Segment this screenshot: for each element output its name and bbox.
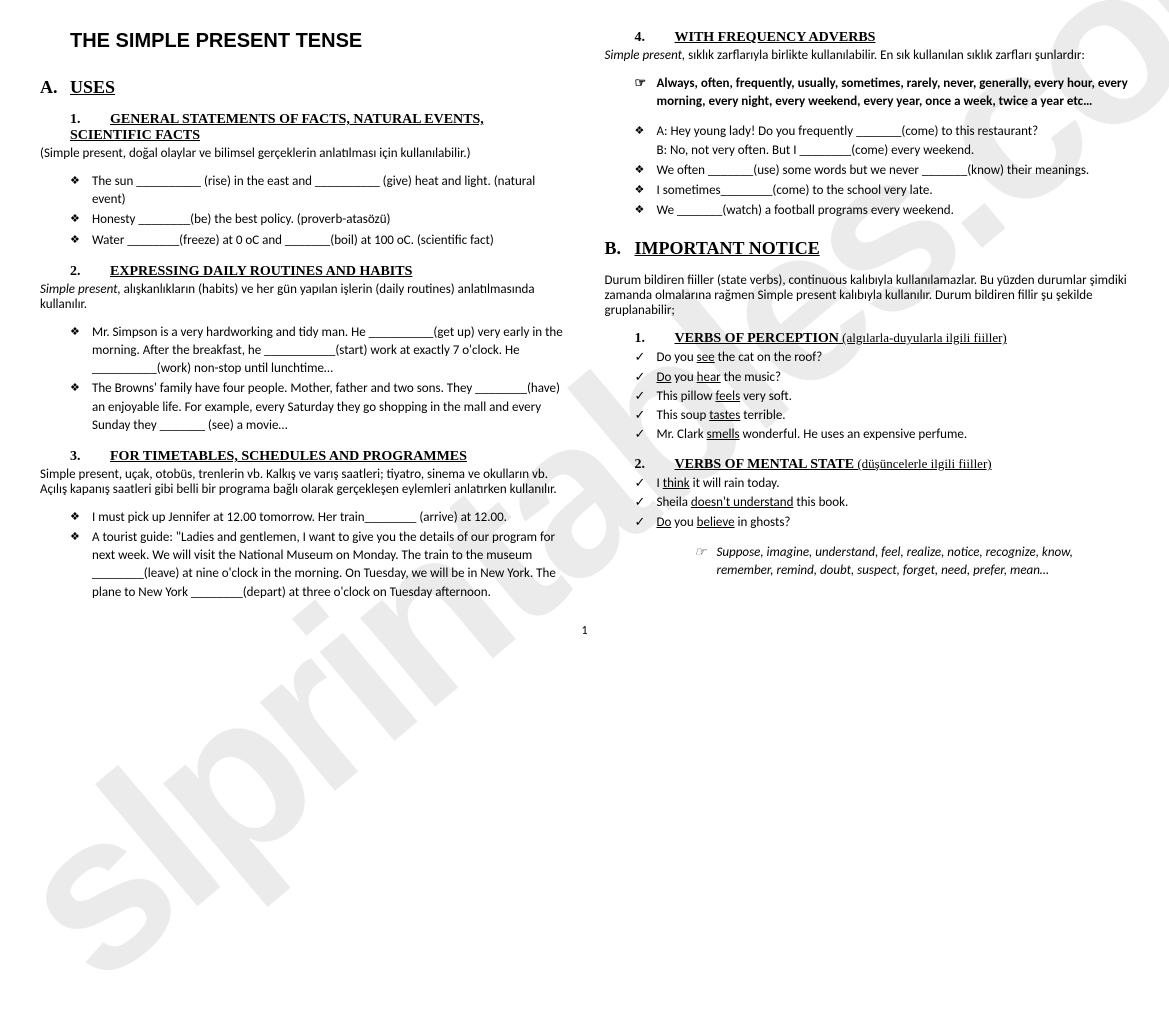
sub1-heading: 1.GENERAL STATEMENTS OF FACTS, NATURAL E… <box>70 112 565 144</box>
list-item: We _______(watch) a football programs ev… <box>635 202 1130 220</box>
txt: Sheila <box>657 495 691 510</box>
txt: the cat on the roof? <box>715 350 823 365</box>
list-item: Honesty ________(be) the best policy. (p… <box>70 211 565 229</box>
b-sub1-text: VERBS OF PERCEPTION <box>675 331 839 346</box>
section-b-heading: B.IMPORTANT NOTICE <box>605 238 1130 259</box>
txt: wonderful. He uses an expensive perfume. <box>740 427 968 442</box>
sub4-note: Simple present, sıklık zarflarıyla birli… <box>605 48 1130 63</box>
sub4-num: 4. <box>635 30 675 46</box>
sub3-text: FOR TIMETABLES, SCHEDULES AND PROGRAMMES <box>110 449 467 464</box>
sub3-bullets: I must pick up Jennifer at 12.00 tomorro… <box>70 509 565 602</box>
list-item: Do you believe in ghosts? <box>635 514 1130 532</box>
sub3-note: Simple present, uçak, otobüs, trenlerin … <box>40 467 565 497</box>
list-item: Do you hear the music? <box>635 369 1130 387</box>
underlined-verb: believe <box>697 515 735 530</box>
sub2-num: 2. <box>70 264 110 280</box>
list-item: Water ________(freeze) at 0 oC and _____… <box>70 232 565 250</box>
sub1-num: 1. <box>70 112 110 128</box>
sub2-text: EXPRESSING DAILY ROUTINES AND HABITS <box>110 264 412 279</box>
right-column: 4.WITH FREQUENCY ADVERBS Simple present,… <box>605 30 1130 616</box>
sub4-text: WITH FREQUENCY ADVERBS <box>675 30 876 45</box>
txt: Mr. Clark <box>657 427 707 442</box>
sub1-text: GENERAL STATEMENTS OF FACTS, NATURAL EVE… <box>70 112 484 143</box>
section-b-text: IMPORTANT NOTICE <box>635 238 820 258</box>
underlined-verb: see <box>697 350 715 365</box>
sub4-heading: 4.WITH FREQUENCY ADVERBS <box>635 30 1130 46</box>
dialogue-b: B: No, not very often. But I ________(co… <box>657 143 975 158</box>
sub1-bullets: The sun __________ (rise) in the east an… <box>70 173 565 250</box>
section-b-letter: B. <box>605 238 635 259</box>
underlined-verb: think <box>663 476 690 491</box>
two-column-layout: THE SIMPLE PRESENT TENSE A.USES 1.GENERA… <box>40 30 1129 616</box>
underlined-verb: feels <box>716 389 741 404</box>
txt: Do you <box>657 350 697 365</box>
txt: in ghosts? <box>735 515 791 530</box>
document-title: THE SIMPLE PRESENT TENSE <box>70 30 565 53</box>
b-sub1-paren: (algılarla-duyularla ilgili fiiller) <box>839 330 1007 345</box>
list-item: I must pick up Jennifer at 12.00 tomorro… <box>70 509 565 527</box>
sub2-note: Simple present, alışkanlıkların (habits)… <box>40 282 565 312</box>
underlined-verb: doesn't understand <box>691 495 794 510</box>
b-sub2-text: VERBS OF MENTAL STATE <box>675 457 855 472</box>
sub4-note-rest: sıklık zarflarıyla birlikte kullanılabil… <box>685 48 1085 63</box>
sub2-heading: 2.EXPRESSING DAILY ROUTINES AND HABITS <box>70 264 565 280</box>
list-item: Do you see the cat on the roof? <box>635 349 1130 367</box>
underlined-verb: smells <box>707 427 740 442</box>
sub3-num: 3. <box>70 449 110 465</box>
list-item: I think it will rain today. <box>635 475 1130 493</box>
section-a-heading: A.USES <box>40 77 565 98</box>
list-item: I sometimes________(come) to the school … <box>635 182 1130 200</box>
dialogue-a: A: Hey young lady! Do you frequently ___… <box>657 124 1039 139</box>
b-sub1-num: 1. <box>635 331 675 347</box>
txt: terrible. <box>740 408 785 423</box>
mental-state-verbs-list: Suppose, imagine, understand, feel, real… <box>695 544 1130 580</box>
underlined-verb: tastes <box>709 408 740 423</box>
b-sub2-heading: 2.VERBS OF MENTAL STATE (düşüncelerle il… <box>635 456 1130 473</box>
list-item: The Browns' family have four people. Mot… <box>70 380 565 435</box>
sub4-bullets: A: Hey young lady! Do you frequently ___… <box>635 123 1130 220</box>
underlined-verb: hear <box>697 370 721 385</box>
list-item: Mr. Clark smells wonderful. He uses an e… <box>635 426 1130 444</box>
list-item: A tourist guide: "Ladies and gentlemen, … <box>70 529 565 602</box>
b-sub2-paren: (düşüncelerle ilgili fiiller) <box>854 456 992 471</box>
list-item: Mr. Simpson is a very hardworking and ti… <box>70 324 565 379</box>
sub2-note-pre: Simple present, <box>40 282 121 297</box>
underlined-verb: Do <box>657 370 672 385</box>
txt: This soup <box>657 408 710 423</box>
section-b-note: Durum bildiren fiiller (state verbs), co… <box>605 273 1130 318</box>
sub2-bullets: Mr. Simpson is a very hardworking and ti… <box>70 324 565 435</box>
txt: very soft. <box>740 389 792 404</box>
sub4-note-pre: Simple present, <box>605 48 686 63</box>
sub1-note: (Simple present, doğal olaylar ve bilims… <box>40 146 565 161</box>
txt: it will rain today. <box>690 476 780 491</box>
page-number: 1 <box>40 624 1129 638</box>
section-a-letter: A. <box>40 77 70 98</box>
left-column: THE SIMPLE PRESENT TENSE A.USES 1.GENERA… <box>40 30 565 616</box>
b-sub1-heading: 1.VERBS OF PERCEPTION (algılarla-duyular… <box>635 330 1130 347</box>
list-item: We often _______(use) some words but we … <box>635 162 1130 180</box>
b-sub1-checks: Do you see the cat on the roof? Do you h… <box>635 349 1130 444</box>
txt: you <box>671 515 696 530</box>
frequency-adverbs-list: Always, often, frequently, usually, some… <box>635 75 1130 111</box>
list-item: A: Hey young lady! Do you frequently ___… <box>635 123 1130 159</box>
underlined-verb: Do <box>657 515 672 530</box>
sub3-heading: 3.FOR TIMETABLES, SCHEDULES AND PROGRAMM… <box>70 449 565 465</box>
b-sub2-num: 2. <box>635 457 675 473</box>
b-sub2-hand: Suppose, imagine, understand, feel, real… <box>695 544 1130 580</box>
list-item: This soup tastes terrible. <box>635 407 1130 425</box>
list-item: Sheila doesn't understand this book. <box>635 494 1130 512</box>
section-a-text: USES <box>70 77 115 97</box>
txt: you <box>671 370 696 385</box>
txt: the music? <box>721 370 781 385</box>
txt: this book. <box>793 495 848 510</box>
list-item: The sun __________ (rise) in the east an… <box>70 173 565 209</box>
txt: This pillow <box>657 389 716 404</box>
list-item: This pillow feels very soft. <box>635 388 1130 406</box>
b-sub2-checks: I think it will rain today. Sheila doesn… <box>635 475 1130 532</box>
sub4-hand: Always, often, frequently, usually, some… <box>635 75 1130 111</box>
